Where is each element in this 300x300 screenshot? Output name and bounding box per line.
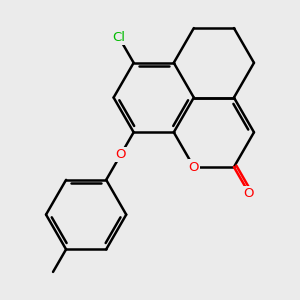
Text: O: O [244, 187, 254, 200]
Text: O: O [189, 160, 199, 173]
Text: Cl: Cl [113, 31, 126, 44]
Text: O: O [116, 148, 126, 161]
